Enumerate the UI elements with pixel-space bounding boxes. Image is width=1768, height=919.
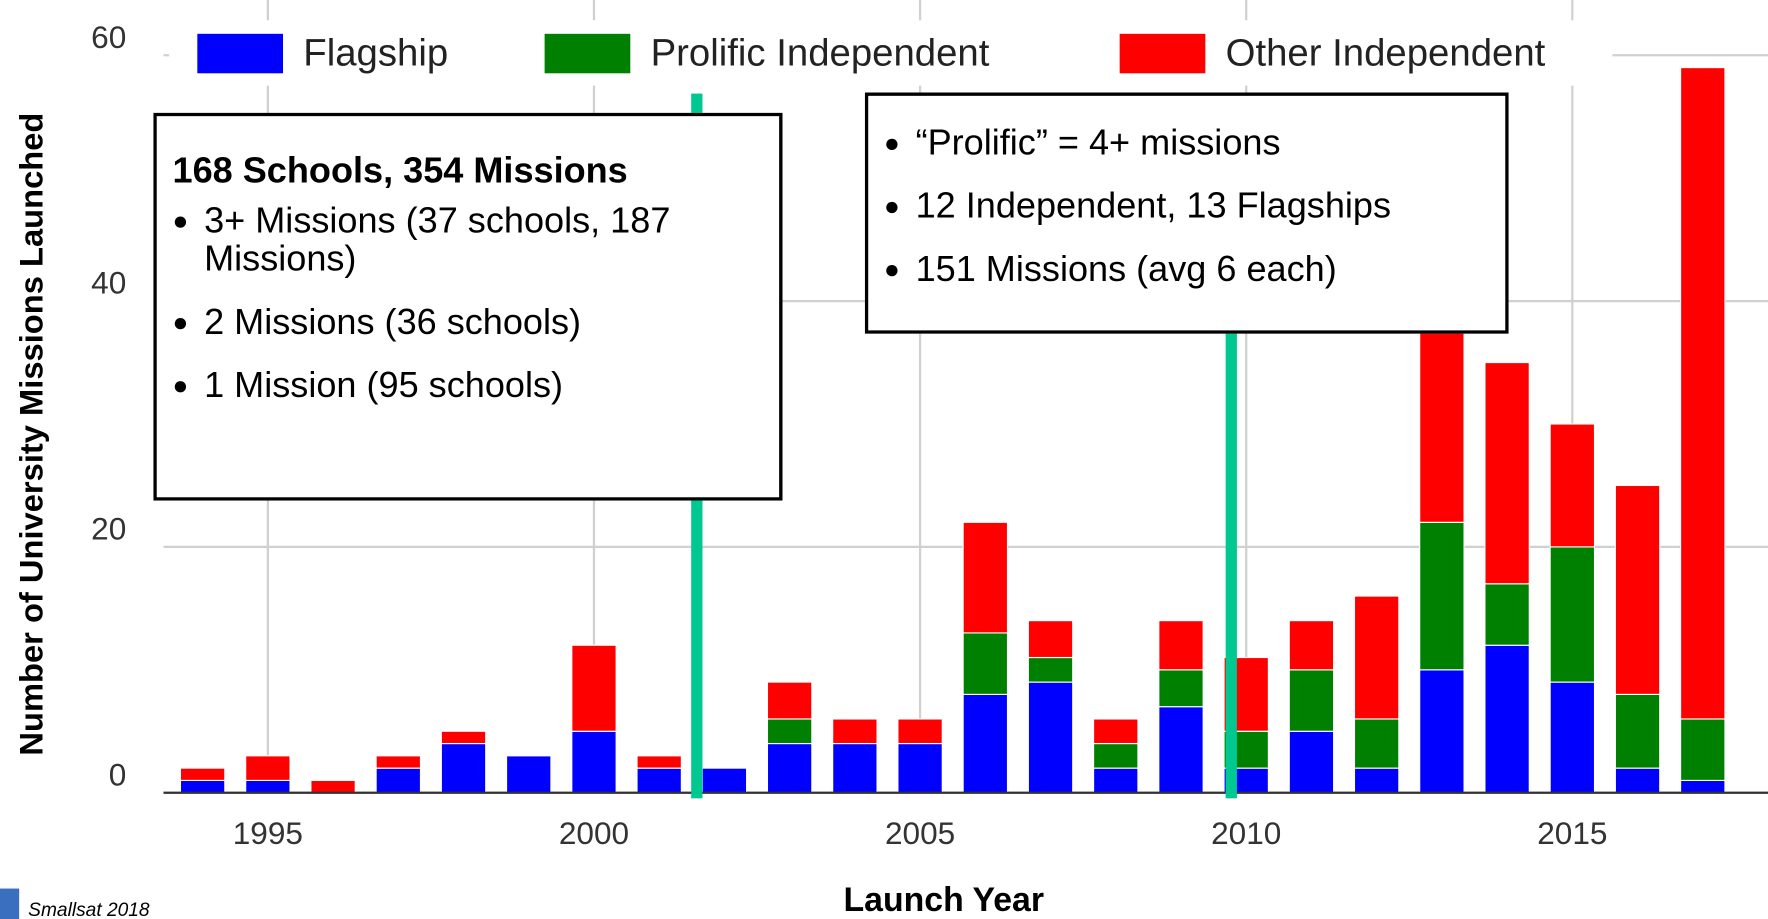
bar-segment — [245, 779, 291, 794]
bar-segment — [1680, 779, 1726, 794]
legend-label: Other Independent — [1226, 31, 1546, 74]
annotation-item: 12 Independent, 13 Flagships — [916, 186, 1488, 224]
annotation: 168 Schools, 354 Missions 3+ Missions (3… — [153, 112, 783, 501]
bar-segment — [1549, 681, 1596, 794]
bar-segment — [897, 742, 943, 794]
legend-swatch — [197, 33, 284, 74]
annotation-item: 2 Missions (36 schools) — [204, 302, 761, 340]
bar-segment — [1288, 669, 1335, 732]
bar-segment — [1093, 718, 1139, 745]
bar-segment — [962, 521, 1009, 634]
legend-label: Prolific Independent — [651, 31, 990, 74]
bar-segment — [766, 718, 813, 745]
y-tick-label: 20 — [91, 510, 126, 546]
annotation-list: “Prolific” = 4+ missions 12 Independent, … — [884, 123, 1487, 288]
bar-segment — [506, 755, 552, 794]
y-axis-label: Number of University Missions Launched — [12, 113, 49, 756]
bar-segment — [766, 681, 813, 720]
bar-segment — [375, 767, 422, 794]
annotation-item: 151 Missions (avg 6 each) — [916, 249, 1488, 287]
legend-swatch — [1119, 33, 1206, 74]
bar-segment — [1419, 669, 1465, 794]
bar-segment — [832, 742, 878, 794]
bar-segment — [440, 730, 487, 745]
y-tick-label: 60 — [91, 19, 126, 55]
bar-segment — [962, 693, 1009, 794]
bar-segment — [1484, 361, 1530, 585]
bar-segment — [1614, 484, 1661, 695]
annotation-item: 1 Mission (95 schools) — [204, 365, 761, 403]
annotation-item: “Prolific” = 4+ missions — [916, 123, 1488, 161]
bar-segment — [1549, 546, 1596, 683]
bar-segment — [1614, 693, 1661, 769]
x-tick-label: 2000 — [559, 815, 629, 851]
x-tick-label: 2010 — [1211, 815, 1281, 851]
bar-segment — [1158, 706, 1204, 794]
bar-segment — [1158, 669, 1204, 708]
labels: Number of University Missions Launched L… — [0, 19, 1607, 919]
bar-segment — [636, 755, 682, 769]
annotation-list: 3+ Missions (37 schools, 187 Missions) 2 … — [173, 201, 762, 404]
annotation-title: 168 Schools, 354 Missions — [172, 149, 628, 191]
bar-segment — [571, 644, 617, 732]
bar-segment — [1353, 718, 1400, 769]
legend: Flagship Prolific Independent Other Indepe… — [169, 20, 1613, 86]
bar-segment — [245, 755, 291, 781]
bar-segment — [1093, 767, 1139, 794]
bar-segment — [832, 718, 878, 745]
logo — [0, 888, 20, 919]
bar-segment — [1614, 767, 1661, 794]
bar-segment — [1484, 644, 1530, 794]
x-tick-label: 2015 — [1537, 815, 1607, 851]
bar-segment — [1419, 521, 1465, 671]
bar-segment — [897, 718, 943, 745]
legend-bg — [169, 20, 1613, 86]
bar-segment — [179, 779, 226, 794]
y-tick-label: 0 — [109, 756, 127, 792]
bar-segment — [1027, 681, 1074, 794]
x-axis-label: Launch Year — [844, 881, 1044, 919]
bar-segment — [1027, 656, 1074, 683]
x-tick-label: 1995 — [233, 815, 303, 851]
y-tick-label: 40 — [91, 265, 126, 301]
bar-segment — [1288, 620, 1335, 671]
bar-segment — [310, 779, 356, 794]
bar-segment — [440, 742, 487, 794]
bar-segment — [1549, 423, 1596, 548]
x-tick-label: 2005 — [885, 815, 955, 851]
bar-segment — [766, 742, 813, 794]
legend-swatch — [544, 33, 631, 74]
bar-segment — [636, 767, 682, 794]
annotation-box: “Prolific” = 4+ missions 12 Independent, … — [865, 92, 1509, 333]
bar-segment — [1158, 620, 1204, 671]
divider — [1225, 327, 1237, 799]
bar-segment — [1288, 730, 1335, 794]
bar-segment — [1353, 595, 1400, 720]
annotation-box: 168 Schools, 354 Missions 3+ Missions (3… — [153, 113, 782, 501]
bar-segment — [1484, 583, 1530, 646]
footer: Smallsat 2018 — [28, 900, 150, 919]
annotation: “Prolific” = 4+ missions 12 Independent, … — [864, 92, 1509, 334]
bar-segment — [571, 730, 617, 794]
bar-segment — [1093, 742, 1139, 769]
bar-segment — [962, 632, 1009, 695]
bar-segment — [1680, 67, 1726, 720]
bar-segment — [375, 755, 422, 769]
bar-segment — [1680, 718, 1726, 781]
bar-segment — [179, 767, 226, 781]
annotation-item: 3+ Missions (37 schools, 187 Missions) — [204, 201, 761, 278]
bar-segment — [701, 767, 748, 794]
bar-segment — [1027, 620, 1074, 659]
bar-segment — [1353, 767, 1400, 794]
bars — [179, 67, 1726, 794]
legend-label: Flagship — [303, 31, 448, 74]
